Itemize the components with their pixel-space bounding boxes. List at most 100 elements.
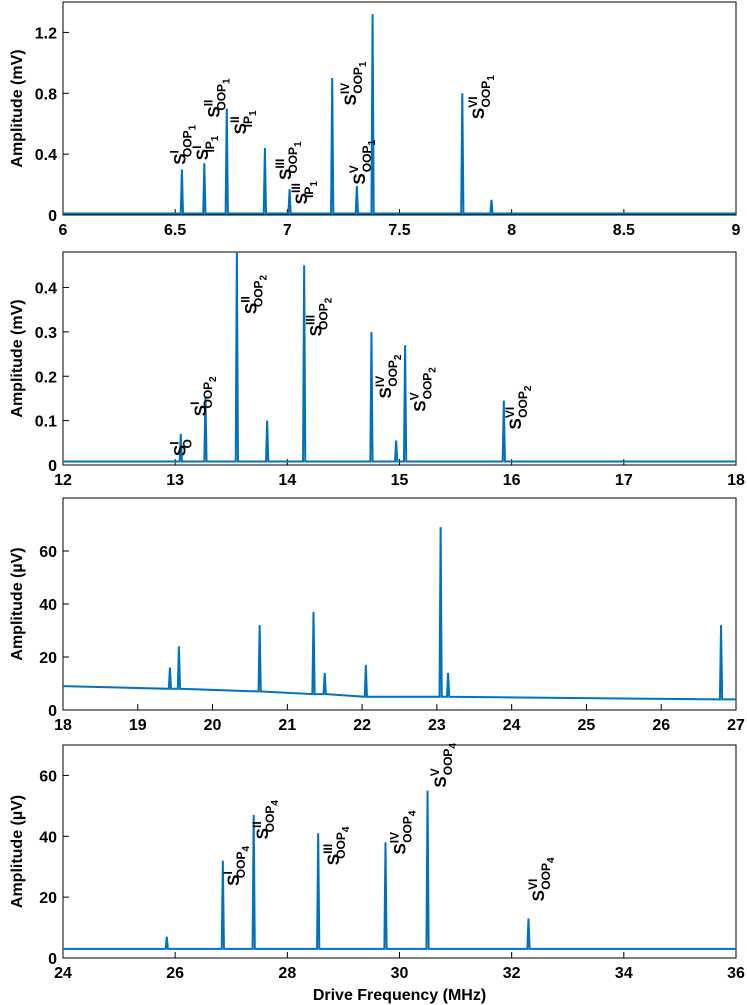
annotation-sup: II bbox=[201, 100, 215, 107]
annotation-base: S bbox=[506, 418, 525, 429]
plot-frame bbox=[62, 1, 737, 216]
annotation-subsub: 1 bbox=[367, 140, 378, 146]
panel: 24 26 28 30 32 34 36 0 20 40 60 Amplitude (µV) Drive… bbox=[9, 743, 745, 1004]
annotation-base: S bbox=[529, 890, 548, 901]
annotation-text: SIIP1 bbox=[190, 135, 221, 160]
annotation-subsub: 1 bbox=[221, 78, 232, 84]
x-tick-label: 16 bbox=[503, 472, 521, 489]
annotation-sup: V bbox=[408, 392, 422, 400]
annotation-sub: OOP bbox=[251, 280, 265, 307]
panel: 18 19 20 21 22 23 24 25 26 27 0 20 40 60 Amplitude (µV… bbox=[9, 497, 745, 734]
annotation-base: S bbox=[341, 94, 360, 105]
annotation-subsub: 1 bbox=[309, 181, 320, 187]
annotation-sub: OOP bbox=[479, 81, 493, 108]
y-axis-label: Amplitude (µV) bbox=[9, 795, 26, 908]
annotation-base: S bbox=[241, 303, 260, 314]
annotation-base: S bbox=[376, 387, 395, 398]
annotation-subsub: 4 bbox=[270, 800, 281, 806]
y-tick-label: 0.3 bbox=[35, 325, 57, 342]
x-tick-label: 8 bbox=[507, 222, 516, 239]
x-tick-label: 6.5 bbox=[164, 222, 186, 239]
peak-annotation: SIVOOP2 bbox=[373, 354, 404, 398]
x-tick-label: 26 bbox=[166, 965, 184, 982]
peak-annotation: SVOOP2 bbox=[408, 367, 439, 412]
peak-annotation: SIIIOOP1 bbox=[273, 141, 304, 180]
annotation-sup: I bbox=[168, 441, 182, 444]
annotation-text: SIOOP2 bbox=[188, 376, 219, 416]
annotation-subsub: 2 bbox=[323, 297, 334, 303]
annotation-sub: OOP bbox=[214, 84, 228, 111]
x-tick-label: 26 bbox=[652, 717, 670, 734]
annotation-subsub: 4 bbox=[546, 857, 557, 863]
x-tick-label: 34 bbox=[615, 965, 633, 982]
annotation-base: S bbox=[204, 106, 223, 117]
annotation-text: SVOOP1 bbox=[347, 140, 378, 185]
annotation-text: SIIIOOP4 bbox=[321, 826, 352, 865]
peak-annotation: SVOOP1 bbox=[347, 140, 378, 185]
peak-annotation: SIOOP2 bbox=[188, 376, 219, 416]
annotation-sub: OOP bbox=[421, 373, 435, 400]
y-tick-label: 0.4 bbox=[35, 147, 57, 164]
annotation-base: S bbox=[191, 405, 210, 416]
x-tick-label: 24 bbox=[54, 965, 72, 982]
x-tick-label: 7 bbox=[283, 222, 292, 239]
annotation-base: S bbox=[391, 843, 410, 854]
y-tick-label: 0 bbox=[48, 703, 57, 720]
annotation-sup: III bbox=[303, 315, 317, 325]
annotation-base: S bbox=[224, 875, 243, 886]
annotation-sup: I bbox=[188, 402, 202, 405]
annotation-text: SVIOOP2 bbox=[503, 385, 534, 429]
x-tick-label: 14 bbox=[278, 472, 296, 489]
annotation-text: SIVOOP4 bbox=[388, 810, 419, 854]
annotation-text: SVOOP4 bbox=[428, 743, 459, 788]
annotation-base: S bbox=[193, 149, 212, 160]
peak-annotation: SVIOOP2 bbox=[503, 385, 534, 429]
annotation-subsub: 1 bbox=[486, 75, 497, 81]
x-tick-label: 32 bbox=[503, 965, 521, 982]
annotation-subsub: 1 bbox=[188, 124, 199, 130]
annotation-subsub: 2 bbox=[393, 354, 404, 360]
annotation-sub: OOP bbox=[316, 303, 330, 330]
annotation-subsub: 2 bbox=[523, 385, 534, 391]
annotation-sub: OOP bbox=[286, 147, 300, 174]
annotation-sup: II bbox=[238, 296, 252, 303]
annotation-sub: OOP bbox=[263, 806, 277, 833]
x-tick-label: 24 bbox=[503, 717, 521, 734]
annotation-text: SIOOP4 bbox=[221, 846, 252, 886]
annotation-text: SVIOOP4 bbox=[526, 857, 557, 901]
annotation-sup: IV bbox=[388, 832, 402, 843]
annotation-text: SVIOOP1 bbox=[466, 75, 497, 119]
peak-annotation: SIIOOP4 bbox=[250, 800, 281, 840]
annotation-base: S bbox=[306, 325, 325, 336]
y-tick-label: 0.4 bbox=[35, 281, 57, 298]
annotation-sub: OOP bbox=[351, 67, 365, 94]
annotation-sub: OOP bbox=[539, 863, 553, 890]
annotation-sup: IV bbox=[373, 376, 387, 387]
x-tick-label: 7.5 bbox=[388, 222, 410, 239]
annotation-sup: VI bbox=[526, 879, 540, 890]
annotation-text: SIO bbox=[168, 439, 195, 456]
y-tick-label: 0.1 bbox=[35, 414, 57, 431]
annotation-base: S bbox=[431, 776, 450, 787]
panel: 12 13 14 15 16 17 18 0 0.1 0.2 0.3 0.4 Amplitude (mV… bbox=[9, 251, 745, 489]
y-tick-label: 40 bbox=[39, 597, 57, 614]
x-tick-label: 19 bbox=[129, 717, 147, 734]
annotation-sup: I bbox=[221, 871, 235, 874]
x-tick-label: 21 bbox=[278, 717, 296, 734]
spectrum-line bbox=[62, 527, 736, 701]
annotation-base: S bbox=[292, 193, 311, 204]
y-tick-label: 20 bbox=[39, 650, 57, 667]
peak-annotation: SVIOOP1 bbox=[466, 75, 497, 119]
annotation-text: SIIOOP2 bbox=[238, 274, 269, 314]
spectrum-line bbox=[63, 251, 736, 463]
annotation-text: SIIIP1 bbox=[228, 110, 259, 134]
annotation-subsub: 1 bbox=[210, 135, 221, 141]
annotation-text: SIIIOOP1 bbox=[273, 141, 304, 180]
annotation-text: SVOOP2 bbox=[408, 367, 439, 412]
annotation-sub: IP bbox=[302, 187, 316, 198]
annotation-sub: OOP bbox=[181, 130, 195, 157]
x-tick-label: 25 bbox=[578, 717, 596, 734]
y-tick-label: 0.8 bbox=[35, 86, 57, 103]
peak-annotation: SIIOOP2 bbox=[238, 274, 269, 314]
annotation-sub: OOP bbox=[516, 391, 530, 418]
